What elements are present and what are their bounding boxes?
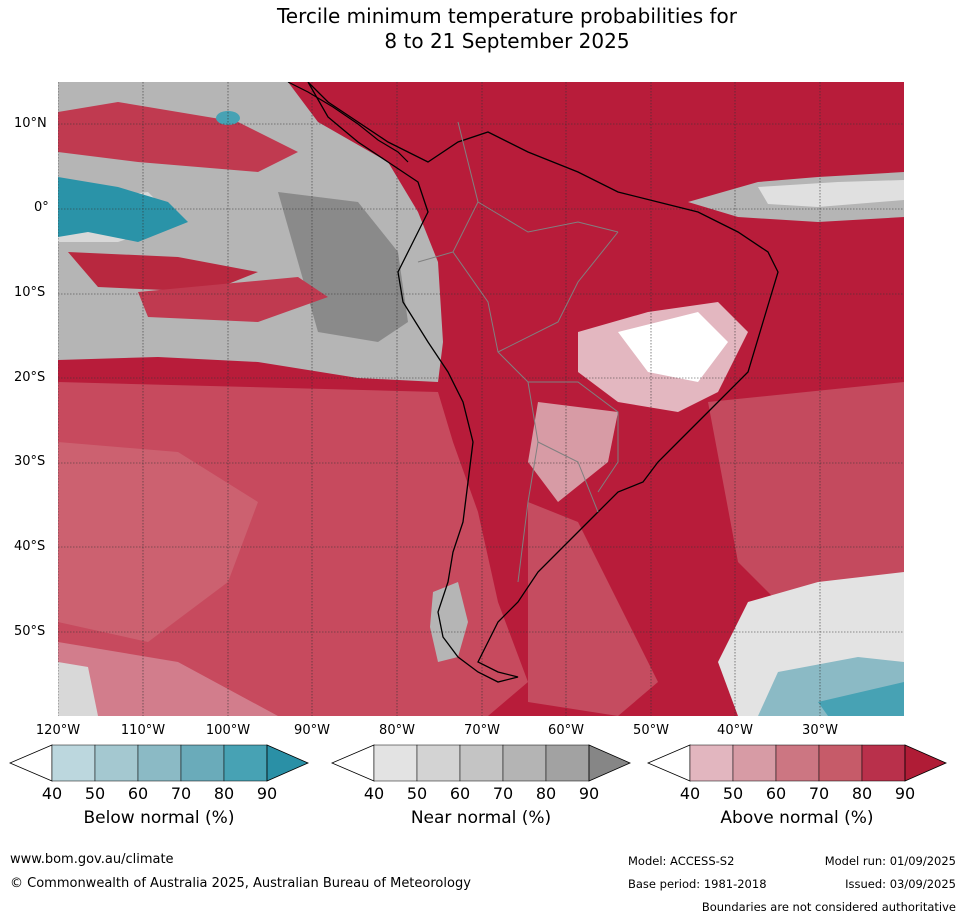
colorbar-near-swatches <box>330 744 631 782</box>
colorbar-swatch <box>545 744 590 782</box>
near-tick-40: 40 <box>363 784 385 803</box>
below-tick-90: 90 <box>256 784 278 803</box>
below-tick-80: 80 <box>213 784 235 803</box>
below-tick-70: 70 <box>170 784 192 803</box>
gridlines <box>58 82 904 716</box>
lat-label-20s: 20°S <box>14 370 46 385</box>
colorbar-swatch <box>137 744 182 782</box>
colorbar-swatch <box>459 744 504 782</box>
below-tick-60: 60 <box>127 784 149 803</box>
above-normal-label: Above normal (%) <box>720 808 874 828</box>
near-tick-80: 80 <box>535 784 557 803</box>
country-borders <box>417 121 619 583</box>
colorbar-swatch <box>502 744 547 782</box>
title-line-2: 8 to 21 September 2025 <box>384 29 630 53</box>
colorbar-below-swatches <box>8 744 309 782</box>
below-tick-40: 40 <box>41 784 63 803</box>
above-normal-patch-south-atlantic <box>528 502 658 716</box>
model-run-text: Model run: 01/09/2025 <box>824 854 956 868</box>
issued-text: Issued: 03/09/2025 <box>845 877 956 891</box>
colorbar-swatch <box>775 744 820 782</box>
colorbar-swatch <box>861 744 906 782</box>
above-tick-50: 50 <box>722 784 744 803</box>
lon-label-120w: 120°W <box>35 723 81 738</box>
lat-label-10s: 10°S <box>14 285 46 300</box>
near-normal-patagonia <box>430 582 468 662</box>
map-canvas <box>58 82 904 716</box>
near-normal-label: Near normal (%) <box>410 808 552 828</box>
near-tick-70: 70 <box>492 784 514 803</box>
colorbar-swatch <box>904 744 947 782</box>
colorbar-swatch <box>818 744 863 782</box>
above-tick-80: 80 <box>851 784 873 803</box>
base-period-text: Base period: 1981-2018 <box>628 877 767 891</box>
lat-label-0: 0° <box>34 200 49 215</box>
lon-label-60w: 60°W <box>548 723 584 738</box>
copyright-text: © Commonwealth of Australia 2025, Austra… <box>10 876 471 891</box>
above-tick-70: 70 <box>808 784 830 803</box>
lon-label-30w: 30°W <box>802 723 838 738</box>
above-normal-patch-east <box>708 382 904 642</box>
lon-label-70w: 70°W <box>464 723 500 738</box>
no-signal-brazil <box>618 312 728 382</box>
lon-label-90w: 90°W <box>294 723 330 738</box>
colorbar-below-normal: 40 50 60 70 80 90 Below normal (%) <box>8 742 310 842</box>
colorbar-near-normal: 40 50 60 70 80 90 Near normal (%) <box>330 742 632 842</box>
title-line-1: Tercile minimum temperature probabilitie… <box>276 4 738 28</box>
near-tick-60: 60 <box>449 784 471 803</box>
map-title: Tercile minimum temperature probabilitie… <box>0 4 965 54</box>
near-normal-dark-pacific <box>278 192 408 342</box>
website-link[interactable]: www.bom.gov.au/climate <box>10 852 174 867</box>
near-tick-50: 50 <box>406 784 428 803</box>
colorbar-swatch <box>266 744 309 782</box>
lat-label-50s: 50°S <box>14 624 46 639</box>
colorbar-swatch <box>180 744 225 782</box>
above-normal-light-south-brazil <box>528 402 618 502</box>
near-normal-southwest <box>58 662 98 716</box>
below-normal-pacific <box>58 177 188 242</box>
colorbar-above-normal: 40 50 60 70 80 90 Above normal (%) <box>646 742 948 842</box>
colorbar-swatch <box>416 744 461 782</box>
above-normal-intrusion-north <box>58 102 298 172</box>
disclaimer-text: Boundaries are not considered authoritat… <box>701 900 956 914</box>
colorbar-swatch <box>689 744 734 782</box>
lon-label-80w: 80°W <box>379 723 415 738</box>
lon-label-110w: 110°W <box>120 723 166 738</box>
below-normal-label: Below normal (%) <box>83 808 235 828</box>
above-tick-90: 90 <box>894 784 916 803</box>
near-tick-90: 90 <box>578 784 600 803</box>
below-tick-50: 50 <box>84 784 106 803</box>
colorbar-above-swatches <box>646 744 947 782</box>
lat-label-30s: 30°S <box>14 454 46 469</box>
above-tick-40: 40 <box>679 784 701 803</box>
above-tick-60: 60 <box>765 784 787 803</box>
lon-label-100w: 100°W <box>205 723 251 738</box>
model-text: Model: ACCESS-S2 <box>628 854 735 868</box>
above-normal-light-patch <box>58 642 278 716</box>
colorbar-swatch <box>588 744 631 782</box>
lat-label-10n: 10°N <box>14 116 47 131</box>
near-normal-light-atlantic <box>758 180 904 207</box>
colorbar-swatch <box>373 744 418 782</box>
colorbar-swatch <box>732 744 777 782</box>
central-america-coastline <box>287 82 409 163</box>
lon-label-40w: 40°W <box>717 723 753 738</box>
above-normal-intrusion-mid <box>68 252 258 292</box>
lon-label-50w: 50°W <box>633 723 669 738</box>
south-america-coastline <box>307 82 779 683</box>
above-normal-patch <box>58 442 258 642</box>
lat-label-40s: 40°S <box>14 539 46 554</box>
above-normal-intrusion-south <box>138 277 328 322</box>
colorbar-swatch <box>223 744 268 782</box>
probability-map <box>58 82 904 716</box>
colorbar-swatch <box>94 744 139 782</box>
below-normal-dark-southeast <box>818 682 904 716</box>
colorbar-swatch <box>51 744 96 782</box>
